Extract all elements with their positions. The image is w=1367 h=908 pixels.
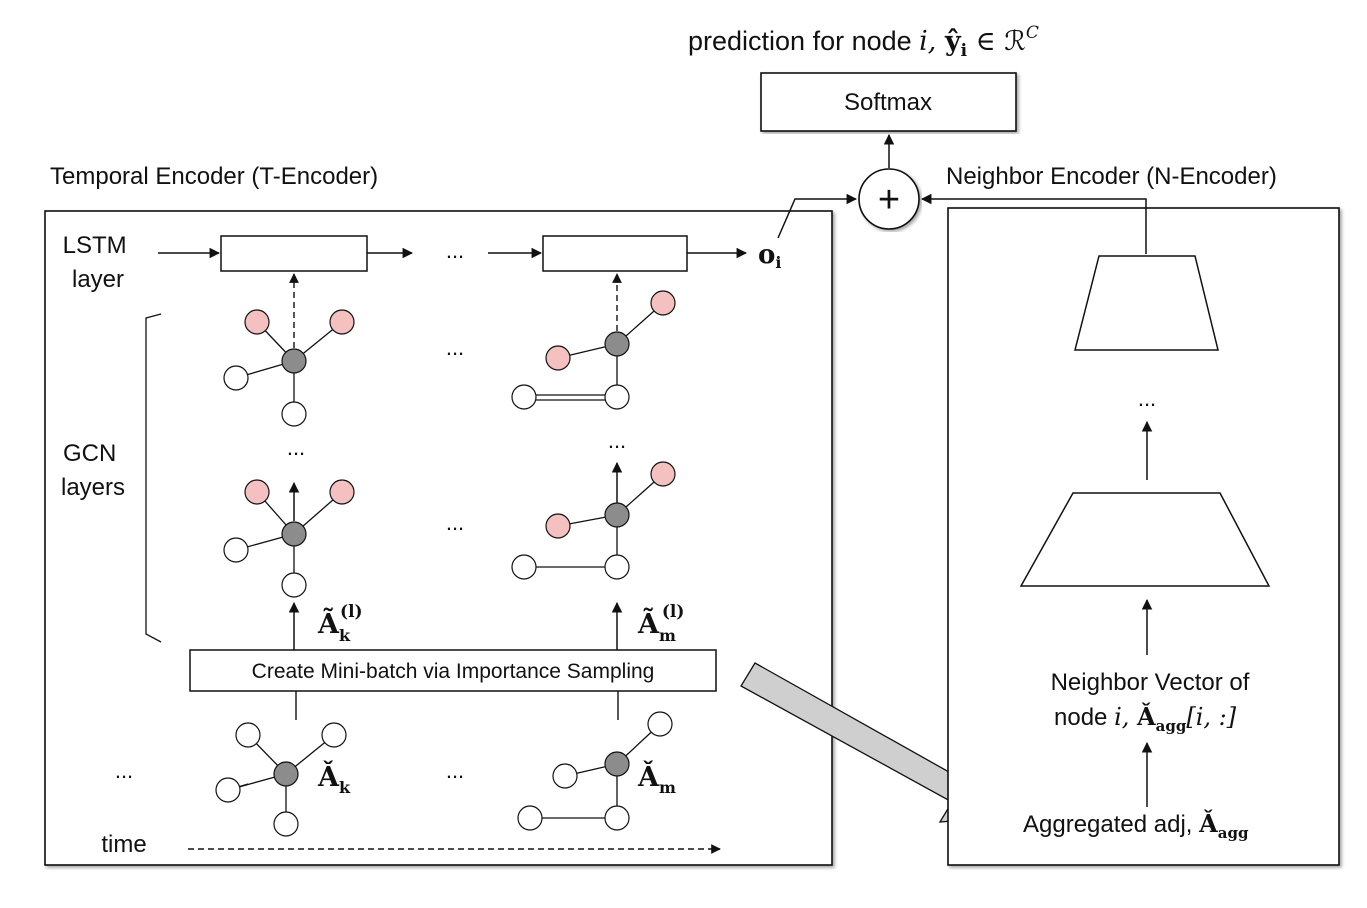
encoder-layer-top	[1074, 255, 1219, 351]
graph-node	[604, 502, 630, 528]
graph-node	[215, 777, 241, 803]
graph-node	[235, 722, 261, 748]
adj-k-normalized-label: Ãk(l)	[317, 602, 363, 645]
nencoder-to-plus-arrow	[920, 193, 1147, 254]
graph-node	[223, 537, 249, 563]
gcn-bracket	[145, 313, 162, 643]
neighbor-vector-label-line2: node i, Ǎagg[i, :]	[1054, 702, 1237, 735]
graph-node	[273, 761, 299, 787]
output-to-plus-arrow	[777, 193, 858, 239]
lstm-ellipsis: ...	[446, 238, 464, 263]
plus-symbol: +	[878, 179, 900, 221]
output-o-i: oi	[758, 240, 781, 272]
graph-node	[281, 572, 307, 598]
graph-node	[545, 513, 571, 539]
temporal-encoder-box	[44, 210, 833, 866]
graph-node	[604, 554, 630, 580]
time-label: time	[101, 831, 146, 858]
graph-k-top	[223, 273, 355, 427]
graph-node	[545, 345, 571, 371]
graph-node	[244, 309, 270, 335]
graph-node	[511, 384, 537, 410]
graph-node	[244, 479, 270, 505]
gcn-layer-ellipsis-m: ...	[608, 428, 626, 453]
graph-node	[650, 461, 676, 487]
softmax-box	[760, 72, 1017, 132]
gcn-label: GCN layers	[61, 440, 125, 501]
nencoder-ellipsis: ...	[1138, 386, 1156, 411]
graph-m-top	[511, 273, 676, 410]
gcn-mid-ellipsis-2: ...	[446, 510, 464, 535]
gcn-mid-ellipsis-1: ...	[446, 335, 464, 360]
raw-mid-ellipsis: ...	[446, 758, 464, 783]
graph-node	[517, 805, 543, 831]
lstm-label: LSTM layer	[63, 232, 134, 293]
graph-node	[604, 384, 630, 410]
graph-node	[273, 811, 299, 837]
raw-left-ellipsis: ...	[115, 758, 133, 783]
graph-node	[329, 479, 355, 505]
lstm-cell-m	[542, 235, 688, 272]
lstm-cell-k	[220, 235, 368, 272]
graph-node	[281, 348, 307, 374]
adj-m-normalized-label: Ãm(l)	[637, 602, 684, 645]
graph-node	[647, 711, 673, 737]
graph-node	[329, 309, 355, 335]
graph-node	[281, 521, 307, 547]
graph-k-bottom	[223, 479, 355, 598]
encoder-layer-bottom	[1019, 492, 1271, 587]
aggregated-adj-label: Aggregated adj, Ǎagg	[1023, 809, 1249, 842]
graph-node	[223, 365, 249, 391]
minibatch-label: Create Mini-batch via Importance Samplin…	[252, 660, 655, 683]
graph-m-raw	[517, 711, 673, 831]
adj-k-raw-label: Ǎk	[317, 760, 351, 797]
temporal-encoder-title: Temporal Encoder (T-Encoder)	[50, 163, 378, 190]
graph-node	[604, 331, 630, 357]
graph-node	[281, 401, 307, 427]
neighbor-vector-label: Neighbor Vector of	[1051, 669, 1250, 696]
graph-node	[552, 763, 578, 789]
graph-node	[650, 290, 676, 316]
graph-node	[604, 751, 630, 777]
minibatch-box	[189, 649, 717, 692]
graph-node	[321, 722, 347, 748]
graph-k-raw	[215, 722, 347, 837]
softmax-label: Softmax	[844, 89, 932, 116]
prediction-label: prediction for node i, ŷi ∈ ℛC	[688, 23, 1039, 61]
graph-node	[511, 554, 537, 580]
plus-node	[858, 168, 920, 230]
gcn-layer-ellipsis-k: ...	[287, 435, 305, 460]
graph-m-bottom	[511, 461, 676, 580]
neighbor-encoder-title: Neighbor Encoder (N-Encoder)	[946, 163, 1277, 190]
graph-node	[604, 805, 630, 831]
adj-m-raw-label: Ǎm	[637, 760, 676, 797]
